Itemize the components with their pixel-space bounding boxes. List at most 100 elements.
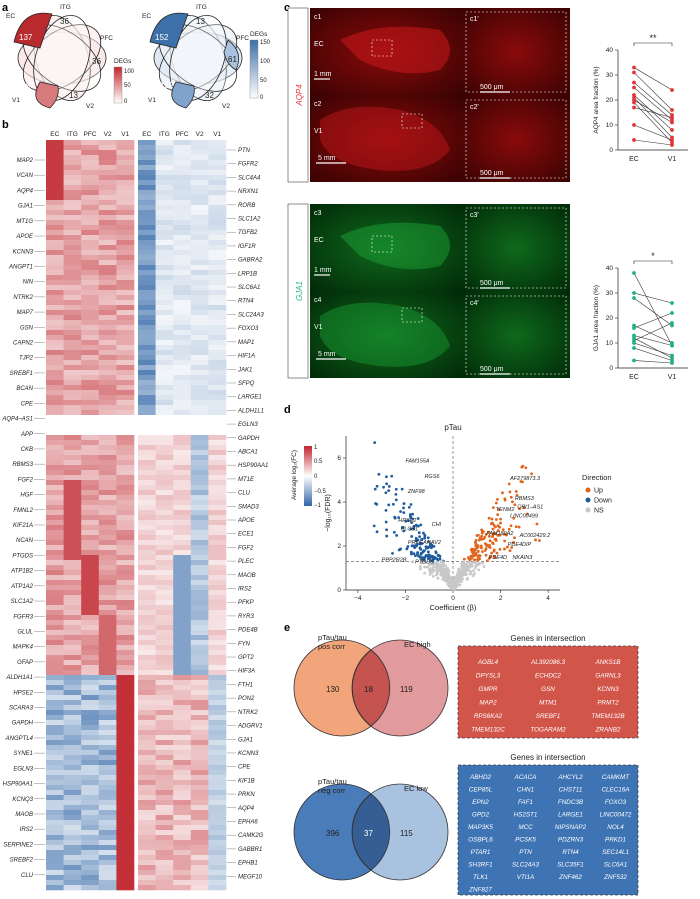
venn-up-label-ec: EC <box>6 13 15 20</box>
heatmap-cell <box>138 390 156 396</box>
volcano-point <box>431 566 435 570</box>
heatmap-cell <box>46 690 64 696</box>
heatmap-cell <box>208 715 227 721</box>
heatmap-cell <box>208 385 227 391</box>
heatmap-cell <box>173 575 192 581</box>
heatmap-cell <box>98 620 117 626</box>
heatmap-cell <box>190 205 209 211</box>
data-point <box>632 70 636 75</box>
heatmap-cell <box>63 630 82 636</box>
volcano-point <box>509 524 513 528</box>
heatmap-cell <box>208 500 227 506</box>
volcano-point <box>468 558 472 562</box>
gene-label-right: MAOB <box>238 573 256 579</box>
image-c3 <box>310 204 462 292</box>
volcano-point <box>453 580 457 584</box>
heatmap-cell <box>138 300 156 306</box>
intersection-gene: VTI1A <box>517 874 535 881</box>
heatmap-cell <box>116 855 135 861</box>
volcano-point <box>436 567 439 571</box>
gene-label-right: MEGF10 <box>238 874 263 880</box>
heatmap-cell <box>155 380 174 386</box>
heatmap-cell <box>46 275 64 281</box>
heatmap-cell <box>208 695 227 701</box>
volcano-point <box>408 515 412 519</box>
heatmap-cell <box>81 180 100 186</box>
heatmap-cell <box>173 775 192 781</box>
heatmap-cell <box>208 210 227 216</box>
heatmap-cell <box>155 515 174 521</box>
heatmap-cell <box>116 220 135 226</box>
heatmap-cell <box>173 790 192 796</box>
gene-label-right: SMAD3 <box>238 504 259 510</box>
heatmap-cell <box>155 725 174 731</box>
heatmap-cell <box>190 855 209 861</box>
gene-label-left: NCAN <box>16 538 34 544</box>
heatmap-cell <box>155 205 174 211</box>
heatmap-cell <box>173 395 192 401</box>
volcano-point <box>456 574 459 578</box>
heatmap-cell <box>138 380 156 386</box>
heatmap-cell <box>116 365 135 371</box>
heatmap-cell <box>116 440 135 446</box>
volcano-point <box>469 569 472 573</box>
heatmap-cell <box>138 830 156 836</box>
heatmap-cell <box>116 195 135 201</box>
heatmap-cell <box>63 275 82 281</box>
heatmap-cell <box>81 330 100 336</box>
heatmap-cell <box>138 565 156 571</box>
heatmap-cell <box>173 815 192 821</box>
heatmap-cell <box>138 880 156 886</box>
heatmap-cell <box>208 395 227 401</box>
heatmap-cell <box>138 470 156 476</box>
heatmap-cell <box>63 250 82 256</box>
heatmap-cell <box>138 280 156 286</box>
heatmap-cell <box>46 750 64 756</box>
heatmap-cell <box>190 880 209 886</box>
data-point <box>632 291 636 295</box>
heatmap-cell <box>208 560 227 566</box>
heatmap-cell <box>98 655 117 661</box>
heatmap-cell <box>190 345 209 351</box>
heatmap-cell <box>190 470 209 476</box>
volcano-point <box>476 533 480 537</box>
volcano-point <box>508 549 512 553</box>
heatmap-cell <box>81 395 100 401</box>
heatmap-cell <box>98 495 117 501</box>
heatmap-cell <box>138 220 156 226</box>
intersection-gene: TOGARAM2 <box>530 727 566 734</box>
heatmap-cell <box>98 860 117 866</box>
heatmap-cell <box>208 430 227 436</box>
heatmap-cell <box>81 345 100 351</box>
heatmap-cell <box>98 745 117 751</box>
heatmap-cell <box>81 270 100 276</box>
heatmap-cell <box>63 655 82 661</box>
heatmap-cell <box>173 805 192 811</box>
volcano-point <box>438 557 442 561</box>
gene-label-left: KIF21A <box>13 523 33 529</box>
heatmap-cell <box>173 595 192 601</box>
heatmap-cell <box>173 520 192 526</box>
heatmap-cell <box>81 695 100 701</box>
volcano-point <box>428 554 432 558</box>
heatmap-cell <box>208 615 227 621</box>
heatmap-cell <box>98 755 117 761</box>
roi-box <box>371 39 393 57</box>
volcano-point <box>409 503 413 506</box>
heatmap-column-label: ITG <box>159 131 170 138</box>
heatmap-cell <box>116 700 135 706</box>
gene-label-left: MAOB <box>15 812 33 818</box>
heatmap-cell <box>208 620 227 626</box>
intersection-gene: PRMT2 <box>597 700 619 707</box>
heatmap-cell <box>138 590 156 596</box>
heatmap-cell <box>63 695 82 701</box>
heatmap-cell <box>173 290 192 296</box>
heatmap-cell <box>173 750 192 756</box>
volcano-point <box>491 535 494 538</box>
heatmap-cell <box>116 470 135 476</box>
heatmap-cell <box>208 525 227 531</box>
heatmap-cell <box>155 655 174 661</box>
heatmap-cell <box>98 180 117 186</box>
heatmap-cell <box>116 435 135 441</box>
pair-line <box>633 360 673 364</box>
